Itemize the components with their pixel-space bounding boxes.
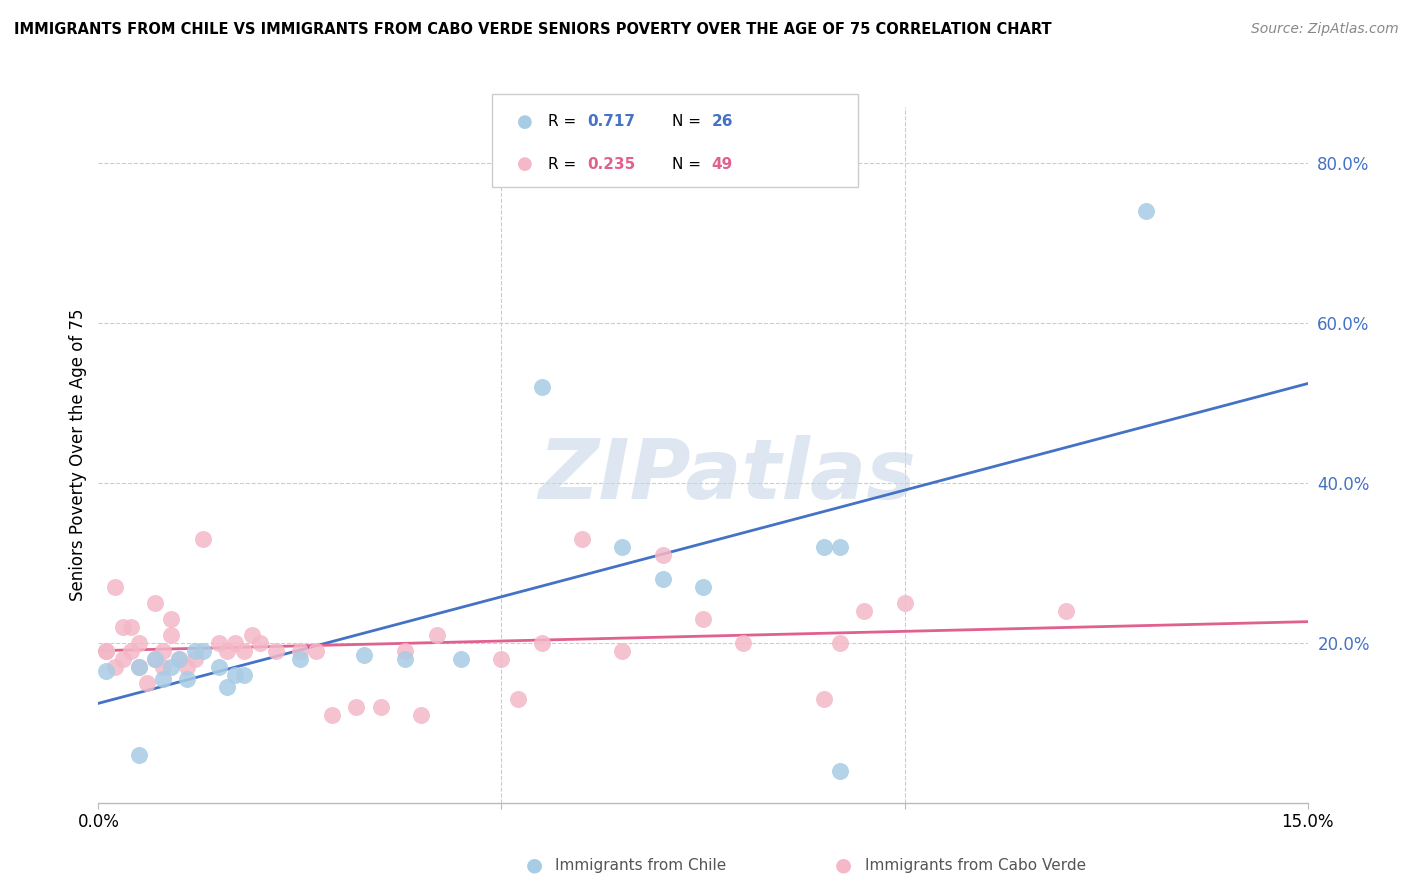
Point: [370, 699, 392, 714]
Point: [828, 636, 851, 650]
Point: [692, 612, 714, 626]
Point: [176, 660, 198, 674]
Text: 0.717: 0.717: [588, 114, 636, 129]
Point: [143, 596, 166, 610]
Point: [893, 596, 915, 610]
Point: [160, 628, 183, 642]
Point: [128, 660, 150, 674]
Text: ZIPatlas: ZIPatlas: [538, 435, 917, 516]
Point: [217, 680, 239, 694]
Point: [409, 707, 432, 722]
Text: N =: N =: [672, 157, 706, 172]
Point: [612, 644, 634, 658]
Point: [813, 540, 835, 554]
Point: [813, 691, 835, 706]
Point: [1135, 204, 1157, 219]
Point: [143, 652, 166, 666]
Text: R =: R =: [548, 114, 582, 129]
Point: [853, 604, 876, 618]
Text: Immigrants from Chile: Immigrants from Chile: [555, 858, 727, 872]
Point: [167, 652, 190, 666]
Text: 26: 26: [711, 114, 733, 129]
Text: 49: 49: [711, 157, 733, 172]
Point: [288, 644, 311, 658]
Point: [450, 652, 472, 666]
Point: [305, 644, 328, 658]
Point: [249, 636, 271, 650]
Point: [152, 672, 174, 686]
Point: [612, 540, 634, 554]
Point: [1054, 604, 1077, 618]
Point: [394, 652, 416, 666]
Point: [111, 652, 134, 666]
Point: [224, 636, 246, 650]
Text: R =: R =: [548, 157, 582, 172]
Text: Source: ZipAtlas.com: Source: ZipAtlas.com: [1251, 22, 1399, 37]
Point: [111, 620, 134, 634]
Point: [733, 636, 755, 650]
Point: [96, 644, 118, 658]
Point: [321, 707, 343, 722]
Text: 0.235: 0.235: [588, 157, 636, 172]
Point: [506, 691, 529, 706]
Point: [96, 664, 118, 678]
Point: [193, 644, 215, 658]
Point: [530, 380, 553, 394]
Point: [176, 672, 198, 686]
Point: [692, 580, 714, 594]
Point: [232, 644, 254, 658]
Text: ●: ●: [516, 113, 533, 131]
Point: [240, 628, 263, 642]
Y-axis label: Seniors Poverty Over the Age of 75: Seniors Poverty Over the Age of 75: [69, 309, 87, 601]
Point: [651, 572, 673, 586]
Point: [128, 660, 150, 674]
Point: [128, 747, 150, 762]
Point: [184, 652, 207, 666]
Point: [426, 628, 449, 642]
Point: [491, 652, 513, 666]
Point: [135, 676, 157, 690]
Point: [167, 652, 190, 666]
Point: [128, 636, 150, 650]
Point: [96, 644, 118, 658]
Point: [224, 668, 246, 682]
Point: [208, 636, 231, 650]
Point: [530, 636, 553, 650]
Point: [288, 652, 311, 666]
Point: [828, 540, 851, 554]
Point: [571, 532, 593, 546]
Point: [208, 660, 231, 674]
Point: [394, 644, 416, 658]
Point: [103, 580, 125, 594]
Point: [160, 612, 183, 626]
Point: [152, 644, 174, 658]
Point: [193, 532, 215, 546]
Point: [344, 699, 367, 714]
Point: [353, 648, 375, 662]
Text: ●: ●: [516, 155, 533, 173]
Point: [232, 668, 254, 682]
Point: [143, 652, 166, 666]
Point: [651, 548, 673, 562]
Point: [264, 644, 287, 658]
Point: [828, 764, 851, 778]
Point: [217, 644, 239, 658]
Point: [184, 644, 207, 658]
Text: ●: ●: [526, 855, 543, 875]
Point: [103, 660, 125, 674]
Text: IMMIGRANTS FROM CHILE VS IMMIGRANTS FROM CABO VERDE SENIORS POVERTY OVER THE AGE: IMMIGRANTS FROM CHILE VS IMMIGRANTS FROM…: [14, 22, 1052, 37]
Point: [120, 644, 142, 658]
Text: Immigrants from Cabo Verde: Immigrants from Cabo Verde: [865, 858, 1085, 872]
Point: [152, 660, 174, 674]
Text: N =: N =: [672, 114, 706, 129]
Point: [120, 620, 142, 634]
Text: ●: ●: [835, 855, 852, 875]
Point: [160, 660, 183, 674]
